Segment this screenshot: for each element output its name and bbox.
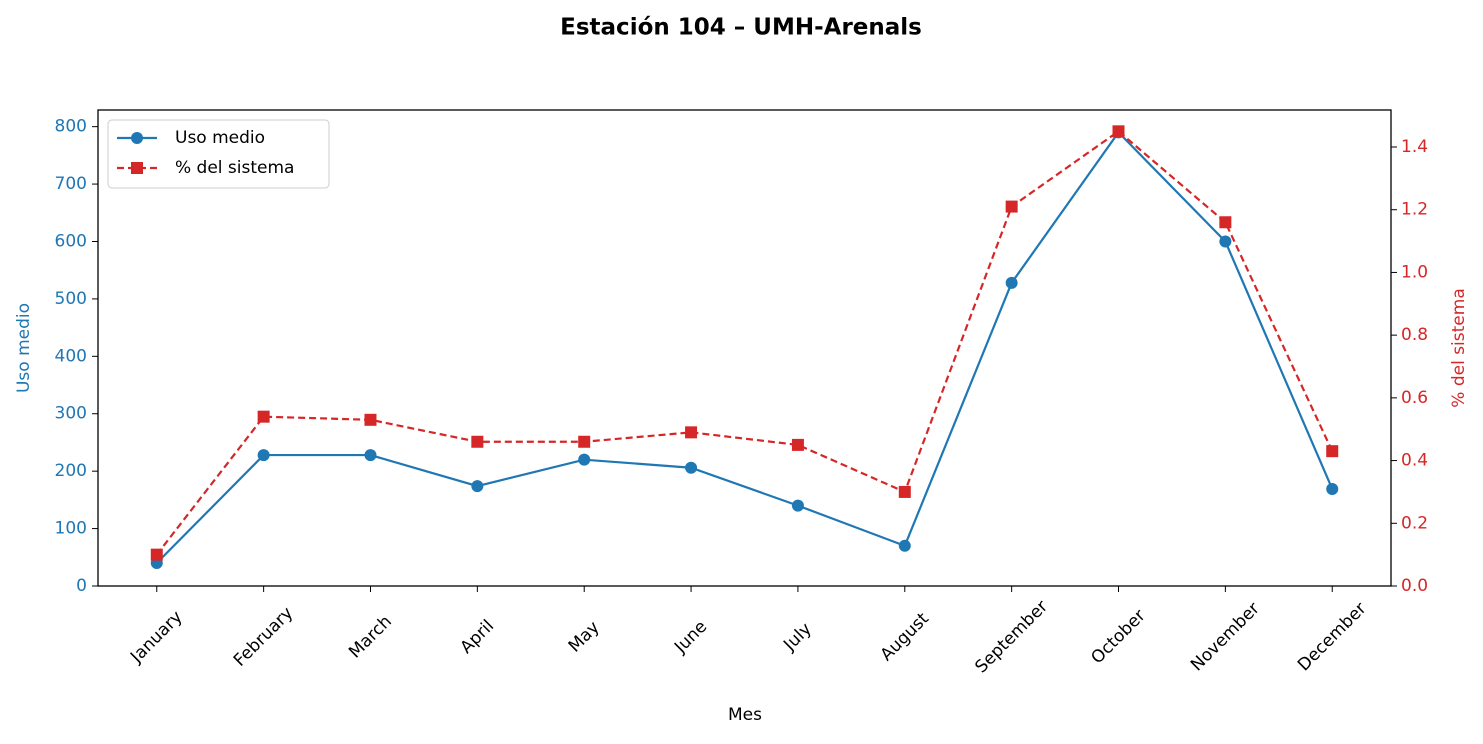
marker — [1005, 200, 1018, 213]
marker — [150, 548, 163, 561]
marker — [364, 449, 377, 462]
y2-tick-label: 1.0 — [1401, 262, 1428, 282]
legend-label: % del sistema — [175, 158, 294, 178]
chart-title: Estación 104 – UMH-Arenals — [560, 15, 922, 41]
series-line — [155, 130, 1334, 564]
y2-tick-label: 0.6 — [1401, 388, 1428, 408]
y-tick-label: 300 — [55, 404, 87, 424]
x-tick-label: November — [1187, 599, 1264, 676]
y-tick-label: 0 — [76, 576, 87, 596]
x-tick-label: February — [230, 603, 297, 670]
marker — [257, 449, 270, 462]
marker — [1112, 125, 1125, 138]
marker — [578, 453, 591, 466]
x-tick-label: May — [565, 617, 604, 656]
marker — [364, 413, 377, 426]
y-tick-label: 100 — [55, 519, 87, 539]
legend-marker — [131, 162, 143, 174]
x-tick-label: June — [670, 617, 711, 658]
x-tick-label: July — [779, 619, 815, 655]
y-tick-label: 400 — [55, 346, 87, 366]
y2-axis-label: % del sistema — [1449, 288, 1469, 407]
marker — [1326, 445, 1339, 458]
marker — [1219, 235, 1232, 248]
x-tick-label: October — [1087, 606, 1149, 668]
marker — [791, 499, 804, 512]
x-tick-label: January — [126, 607, 186, 667]
y-tick-label: 700 — [55, 174, 87, 194]
x-tick-label: September — [971, 597, 1052, 678]
y-tick-label: 500 — [55, 289, 87, 309]
y2-tick-label: 0.4 — [1401, 451, 1428, 471]
y2-tick-label: 0.2 — [1401, 513, 1428, 533]
marker — [1326, 482, 1339, 495]
y2-tick-label: 1.4 — [1401, 137, 1428, 157]
x-tick-label: August — [877, 609, 933, 665]
y-tick-label: 800 — [55, 117, 87, 137]
marker — [685, 426, 698, 439]
x-tick-label: March — [345, 612, 396, 663]
marker — [898, 539, 911, 552]
x-axis-label: Mes — [728, 705, 762, 725]
x-tick-label: April — [457, 616, 499, 658]
plot-frame — [97, 109, 1392, 587]
marker — [257, 410, 270, 423]
legend-label: Uso medio — [175, 128, 265, 148]
legend-marker — [131, 132, 143, 144]
x-tick-label: December — [1294, 599, 1370, 675]
marker — [578, 435, 591, 448]
marker — [1005, 276, 1018, 289]
marker — [471, 480, 484, 493]
series-line — [155, 129, 1334, 556]
y2-tick-label: 0.8 — [1401, 325, 1428, 345]
y2-tick-label: 0.0 — [1401, 576, 1428, 596]
legend-box — [107, 119, 330, 189]
y-tick-label: 200 — [55, 461, 87, 481]
y-axis-label: Uso medio — [14, 303, 34, 393]
marker — [471, 435, 484, 448]
marker — [685, 461, 698, 474]
marker — [791, 438, 804, 451]
marker — [1219, 216, 1232, 229]
marker — [898, 485, 911, 498]
y-tick-label: 600 — [55, 231, 87, 251]
y2-tick-label: 1.2 — [1401, 200, 1428, 220]
